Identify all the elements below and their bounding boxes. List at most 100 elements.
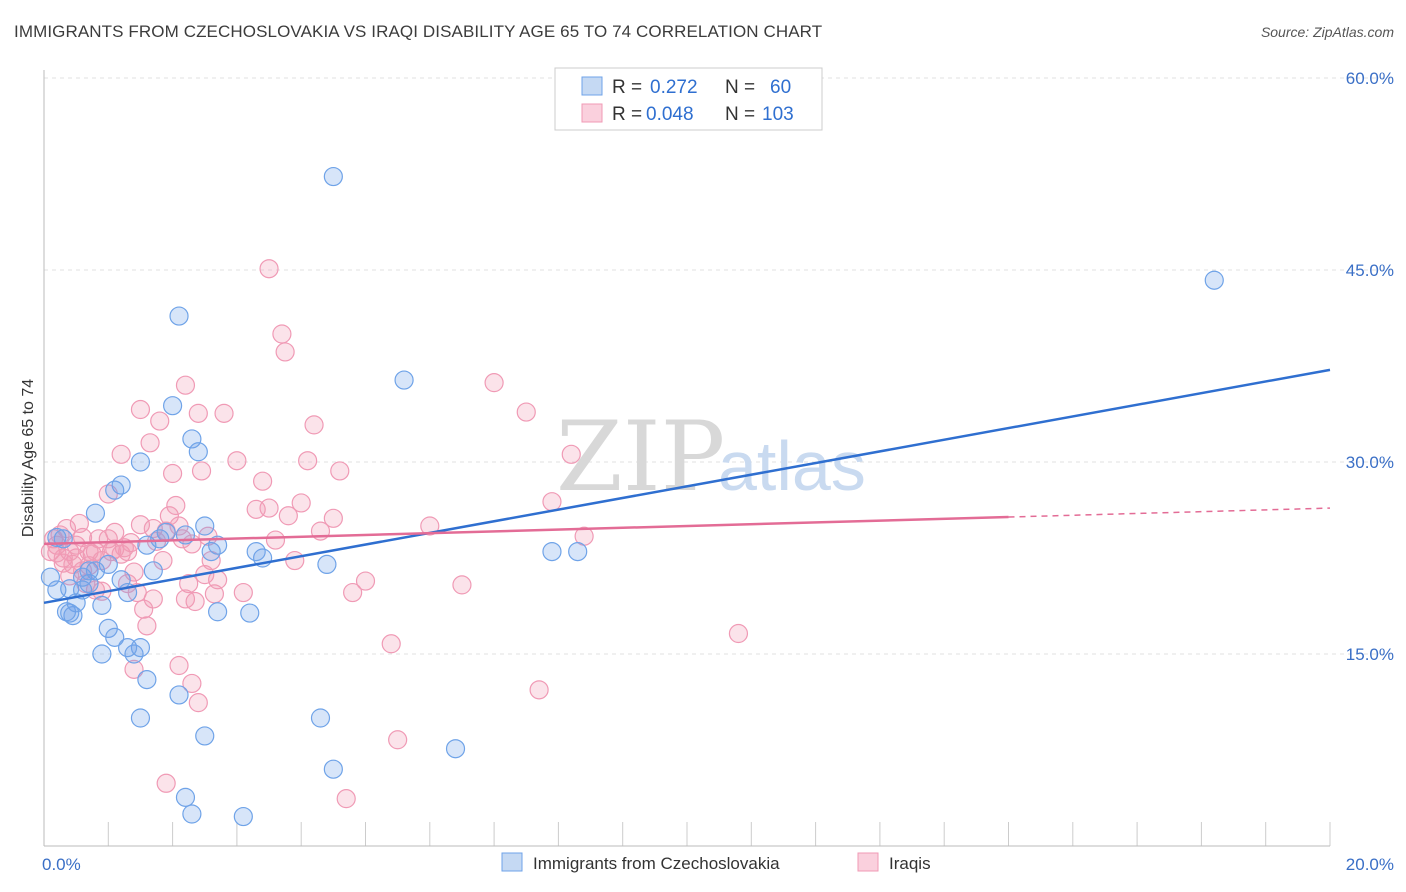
czechoslovakia-point <box>47 527 67 548</box>
czechoslovakia-point <box>323 166 343 187</box>
czechoslovakia-point <box>60 603 80 623</box>
chart-source: Source: ZipAtlas.com <box>1260 24 1394 40</box>
czechoslovakia-point <box>208 535 228 555</box>
iraqis-point <box>330 461 350 481</box>
iraqis-point <box>285 550 305 571</box>
iraqis-point <box>259 259 279 279</box>
iraqis-point <box>275 342 295 362</box>
czechoslovakia-point <box>568 541 588 562</box>
czechoslovakia-point <box>188 442 208 462</box>
czechoslovakia-point <box>130 452 151 472</box>
iraqis-point <box>179 573 199 594</box>
iraqis-point <box>134 599 154 619</box>
iraqis-point <box>253 471 273 491</box>
y-tick-label: 45.0% <box>1346 261 1394 280</box>
bottom-legend-label-blue: Immigrants from Czechoslovakia <box>533 854 780 873</box>
iraqis-point <box>175 375 196 395</box>
czechoslovakia-point <box>175 787 196 807</box>
iraqis-point <box>343 582 363 603</box>
czechoslovakia-point <box>195 726 215 746</box>
iraqis-point <box>156 773 176 793</box>
iraqis-point <box>137 616 157 636</box>
iraqis-point <box>143 518 163 539</box>
iraqis-point <box>291 493 311 513</box>
czechoslovakia-point <box>130 708 151 728</box>
iraqis-point <box>185 591 205 612</box>
iraqis-point <box>124 659 144 679</box>
czechoslovakia-point <box>240 603 260 623</box>
iraqis-point <box>323 508 343 528</box>
y-tick-labels: 15.0% 30.0% 45.0% 60.0% <box>1346 69 1394 664</box>
iraqis-point <box>272 324 292 344</box>
czechoslovakia-point <box>117 637 138 658</box>
watermark-zip: ZIP <box>556 401 725 513</box>
iraqis-point <box>117 541 138 562</box>
iraqis-point <box>227 451 247 471</box>
czechoslovakia-point <box>105 627 125 647</box>
bottom-legend-swatch-blue <box>501 852 523 872</box>
series-iraqis-points <box>40 259 749 809</box>
iraqis-point <box>140 433 160 453</box>
legend-swatch-blue <box>581 76 603 96</box>
y-tick-label: 30.0% <box>1346 453 1394 472</box>
iraqis-point <box>420 516 440 536</box>
iraqis-point <box>542 492 562 512</box>
bottom-legend-swatch-pink <box>857 852 879 872</box>
iraqis-point <box>169 655 189 676</box>
czechoslovakia-point <box>1204 270 1224 290</box>
czechoslovakia-point <box>85 503 106 523</box>
czechoslovakia-point <box>143 561 163 581</box>
iraqis-point <box>130 399 151 420</box>
iraqis-point <box>163 463 183 484</box>
iraqis-point <box>188 693 208 713</box>
iraqis-point <box>388 730 408 750</box>
legend-n-value-1: 60 <box>770 77 791 98</box>
bottom-legend: Immigrants from Czechoslovakia Iraqis <box>501 852 931 873</box>
czechoslovakia-point <box>169 306 189 326</box>
iraqis-point <box>381 634 401 654</box>
iraqis-point <box>304 415 324 435</box>
x-tick-label-min: 0.0% <box>42 855 81 874</box>
x-tick-label-max: 20.0% <box>1346 855 1394 874</box>
grid-lines <box>44 77 1392 846</box>
czechoslovakia-point <box>542 541 562 562</box>
czechoslovakia-point <box>63 605 83 626</box>
czechoslovakia-point <box>163 396 183 416</box>
iraqis-point <box>69 513 89 534</box>
czechoslovakia-point <box>310 708 331 728</box>
iraqis-point <box>529 680 549 700</box>
iraqis-point <box>111 444 131 464</box>
czechoslovakia-point <box>233 806 253 827</box>
czechoslovakia-point <box>156 522 176 543</box>
trend-line-iraqis-extension <box>1008 507 1331 518</box>
iraqis-point <box>336 789 356 809</box>
iraqis-point <box>233 582 253 603</box>
iraqis-point <box>182 673 202 694</box>
czechoslovakia-point <box>323 759 343 779</box>
czechoslovakia-point <box>246 541 266 562</box>
czechoslovakia-point <box>208 602 228 622</box>
watermark-atlas: atlas <box>718 427 866 505</box>
iraqis-point <box>278 506 298 526</box>
legend-r-label-2: R = <box>612 104 642 125</box>
bottom-legend-label-pink: Iraqis <box>889 854 931 873</box>
legend-r-label-1: R = <box>612 77 642 98</box>
watermark: ZIP atlas <box>556 401 866 513</box>
czechoslovakia-point <box>445 739 466 759</box>
czechoslovakia-point <box>92 595 112 615</box>
y-tick-label: 60.0% <box>1346 69 1394 88</box>
iraqis-point <box>153 550 173 571</box>
trend-lines <box>43 368 1331 605</box>
czechoslovakia-point <box>92 644 112 664</box>
legend-r-value-2: 0.048 <box>646 104 694 125</box>
czechoslovakia-point <box>182 804 202 824</box>
trend-line-iraqis <box>43 515 1009 546</box>
legend-box: R = 0.272 N = 60 R = 0.048 N = 103 <box>554 67 823 131</box>
legend-n-label-2: N = <box>725 104 755 125</box>
y-axis-label: Disability Age 65 to 74 <box>20 379 37 537</box>
legend-n-value-2: 103 <box>762 104 794 125</box>
iraqis-point <box>191 461 212 481</box>
iraqis-point <box>159 506 179 526</box>
iraqis-point <box>298 451 318 471</box>
